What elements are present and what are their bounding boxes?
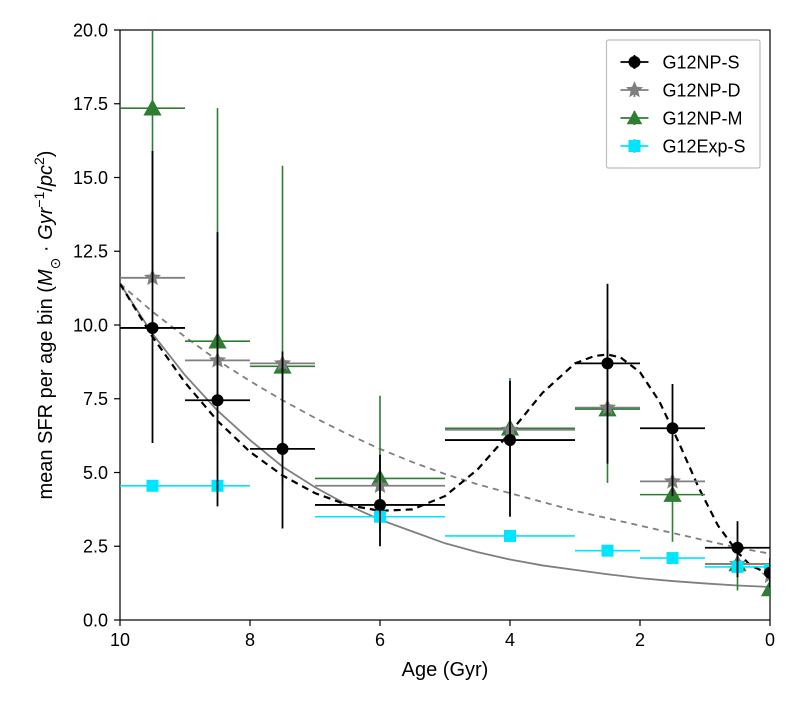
legend-label: G12Exp-S	[662, 136, 745, 156]
series-g12np-s-marker	[667, 422, 679, 434]
x-tick-label: 8	[245, 630, 255, 650]
legend-label: G12NP-S	[662, 52, 739, 72]
x-tick-label: 4	[505, 630, 515, 650]
x-tick-label: 2	[635, 630, 645, 650]
y-tick-label: 15.0	[73, 168, 108, 188]
x-axis-label: Age (Gyr)	[402, 659, 489, 681]
series-g12np-s-marker	[277, 443, 289, 455]
series-g12np-s-marker	[147, 322, 159, 334]
y-tick-label: 20.0	[73, 20, 108, 40]
series-g12np-s-marker	[504, 434, 516, 446]
legend-label: G12NP-M	[662, 108, 742, 128]
x-tick-label: 10	[110, 630, 130, 650]
y-tick-label: 12.5	[73, 242, 108, 262]
x-tick-label: 6	[375, 630, 385, 650]
chart-container: 10 8 6 4 2 0 Age (Gyr) 0.0 2.5 5.0 7.5 10.0 12.5 15.0…	[0, 0, 800, 708]
y-tick-label: 7.5	[83, 389, 108, 409]
y-tick-label: 10.0	[73, 315, 108, 335]
series-g12exp-s-marker	[667, 552, 679, 564]
y-tick-label: 2.5	[83, 537, 108, 557]
series-g12exp-s-marker	[147, 480, 159, 492]
series-g12np-s-marker	[732, 542, 744, 554]
y-tick-label: 5.0	[83, 463, 108, 483]
legend-label: G12NP-D	[662, 80, 740, 100]
sfr-age-chart: 10 8 6 4 2 0 Age (Gyr) 0.0 2.5 5.0 7.5 10.0 12.5 15.0…	[0, 0, 800, 708]
series-g12np-s-marker	[602, 357, 614, 369]
legend-marker-icon	[628, 56, 640, 68]
series-g12exp-s-marker	[504, 530, 516, 542]
legend: G12NP-S G12NP-D G12NP-M G12Exp-S	[606, 40, 760, 168]
x-tick-label: 0	[765, 630, 775, 650]
y-tick-label: 17.5	[73, 94, 108, 114]
legend-marker-icon	[628, 140, 640, 152]
series-g12np-s-marker	[212, 394, 224, 406]
y-tick-label: 0.0	[83, 610, 108, 630]
series-g12np-s-marker	[374, 499, 386, 511]
series-g12exp-s-marker	[602, 545, 614, 557]
